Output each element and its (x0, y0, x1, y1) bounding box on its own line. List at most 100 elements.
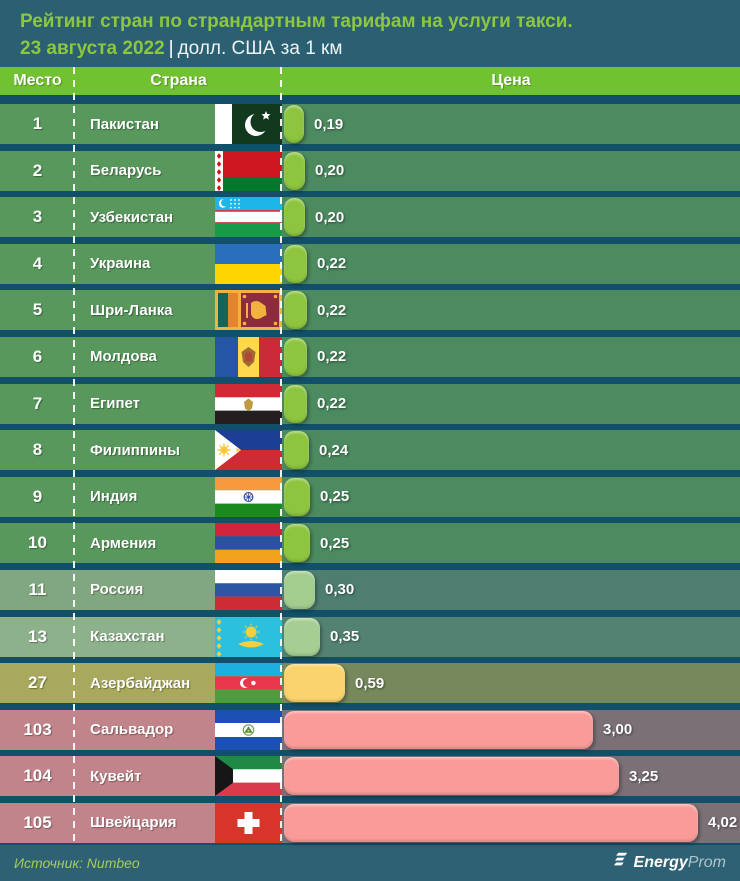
rank-value: 2 (32, 160, 43, 180)
table-row: 105 Швейцария 4,02 (0, 802, 740, 843)
table-row: 27 Азербайджан 0,59 (0, 663, 740, 704)
country-name: Кувейт (90, 767, 142, 785)
price-bar (284, 524, 310, 563)
source-label: Источник: Numbeo (14, 854, 140, 871)
price-value: 0,59 (355, 674, 385, 692)
country-name: Беларусь (90, 162, 162, 180)
rank-value: 10 (28, 533, 47, 553)
table-row: 4 Украина 0,22 (0, 243, 740, 284)
table-row: 1 Пакистан 0,19 (0, 104, 740, 144)
price-cell: 0,22 (282, 336, 740, 377)
row-left-section: 103 Сальвадор (0, 709, 282, 750)
table-row: 7 Египет 0,22 (0, 383, 740, 424)
price-bar (284, 477, 310, 516)
country-flag-icon (215, 663, 282, 704)
price-cell: 3,25 (282, 756, 740, 797)
row-left-section: 13 Казахстан (0, 616, 282, 657)
price-cell: 0,22 (282, 243, 740, 284)
table-row: 3 Узбекистан 0,20 (0, 197, 740, 238)
price-bar (284, 757, 619, 796)
row-left-section: 7 Египет (0, 383, 282, 424)
price-bar (284, 431, 309, 470)
date-label: 23 августа 2022 (20, 38, 165, 59)
row-left-section: 3 Узбекистан (0, 197, 282, 238)
country-flag-icon (215, 197, 282, 238)
table-row: 2 Беларусь 0,20 (0, 150, 740, 191)
price-bar (284, 803, 698, 842)
country-name: Казахстан (90, 628, 165, 646)
row-left-section: 8 Филиппины (0, 430, 282, 471)
price-cell: 0,22 (282, 383, 740, 424)
price-value: 0,22 (317, 301, 347, 319)
country-flag-icon (215, 150, 282, 191)
price-value: 0,19 (314, 115, 344, 133)
column-divider-left (73, 67, 75, 843)
country-flag-icon (215, 802, 282, 843)
brand-logo: EnergyProm (612, 851, 726, 874)
country-name: Украина (90, 255, 151, 273)
country-flag-icon (215, 430, 282, 471)
table-row: 5 Шри-Ланка 0,22 (0, 290, 740, 331)
subtitle-line: 23 августа 2022 | долл. США за 1 км (20, 35, 740, 62)
country-name: Филиппины (90, 441, 180, 459)
price-cell: 0,59 (282, 663, 740, 704)
rank-value: 3 (32, 207, 43, 227)
price-bar (284, 105, 304, 143)
price-bar (284, 151, 305, 190)
country-name: Россия (90, 581, 144, 599)
price-cell: 0,25 (282, 523, 740, 564)
country-flag-icon (215, 709, 282, 750)
rank-value: 103 (23, 719, 52, 739)
price-bar (284, 291, 307, 330)
price-cell: 3,00 (282, 709, 740, 750)
page-title: Рейтинг стран по страндартным тарифам на… (20, 11, 573, 32)
country-flag-icon (215, 290, 282, 331)
price-value: 0,22 (317, 255, 347, 273)
header: Рейтинг стран по страндартным тарифам на… (0, 0, 740, 67)
column-header: Место Страна Цена (0, 67, 740, 95)
ranking-rows: 1 Пакистан 0,19 2 Беларусь 0,20 3 Узбеки… (0, 95, 740, 843)
price-value: 0,20 (315, 162, 345, 180)
column-header-price: Цена (491, 72, 531, 89)
rank-value: 104 (23, 766, 52, 786)
price-value: 0,25 (320, 534, 350, 552)
rank-value: 9 (32, 486, 43, 506)
brand-name-bold: Energy (633, 853, 688, 871)
table-row: 104 Кувейт 3,25 (0, 756, 740, 797)
price-cell: 0,30 (282, 569, 740, 610)
price-bar (284, 198, 305, 237)
country-name: Молдова (90, 348, 157, 366)
price-value: 0,35 (330, 628, 360, 646)
price-bar (284, 244, 307, 283)
energyprom-logo-icon (612, 851, 630, 874)
table-row: 103 Сальвадор 3,00 (0, 709, 740, 750)
footer: Источник: Numbeo EnergyProm (0, 844, 740, 881)
country-name: Египет (90, 395, 141, 413)
rank-value: 105 (23, 812, 52, 832)
country-name: Пакистан (90, 115, 159, 133)
country-flag-icon (215, 569, 282, 610)
table-row: 6 Молдова 0,22 (0, 336, 740, 377)
unit-label: долл. США за 1 км (177, 38, 343, 59)
rank-value: 7 (32, 393, 43, 413)
row-left-section: 105 Швейцария (0, 802, 282, 843)
table-row: 13 Казахстан 0,35 (0, 616, 740, 657)
price-bar (284, 710, 593, 749)
country-flag-icon (215, 383, 282, 424)
price-cell: 0,22 (282, 290, 740, 331)
country-flag-icon (215, 616, 282, 657)
price-bar (284, 384, 307, 423)
country-name: Узбекистан (90, 208, 174, 226)
price-value: 0,20 (315, 208, 345, 226)
price-bar (284, 664, 345, 703)
price-cell: 0,20 (282, 197, 740, 238)
country-name: Армения (90, 534, 157, 552)
price-value: 0,24 (319, 441, 349, 459)
price-value: 0,30 (325, 581, 355, 599)
price-cell: 4,02 (282, 802, 740, 843)
price-cell: 0,20 (282, 150, 740, 191)
price-cell: 0,35 (282, 616, 740, 657)
row-left-section: 9 Индия (0, 476, 282, 517)
price-bar (284, 617, 320, 656)
